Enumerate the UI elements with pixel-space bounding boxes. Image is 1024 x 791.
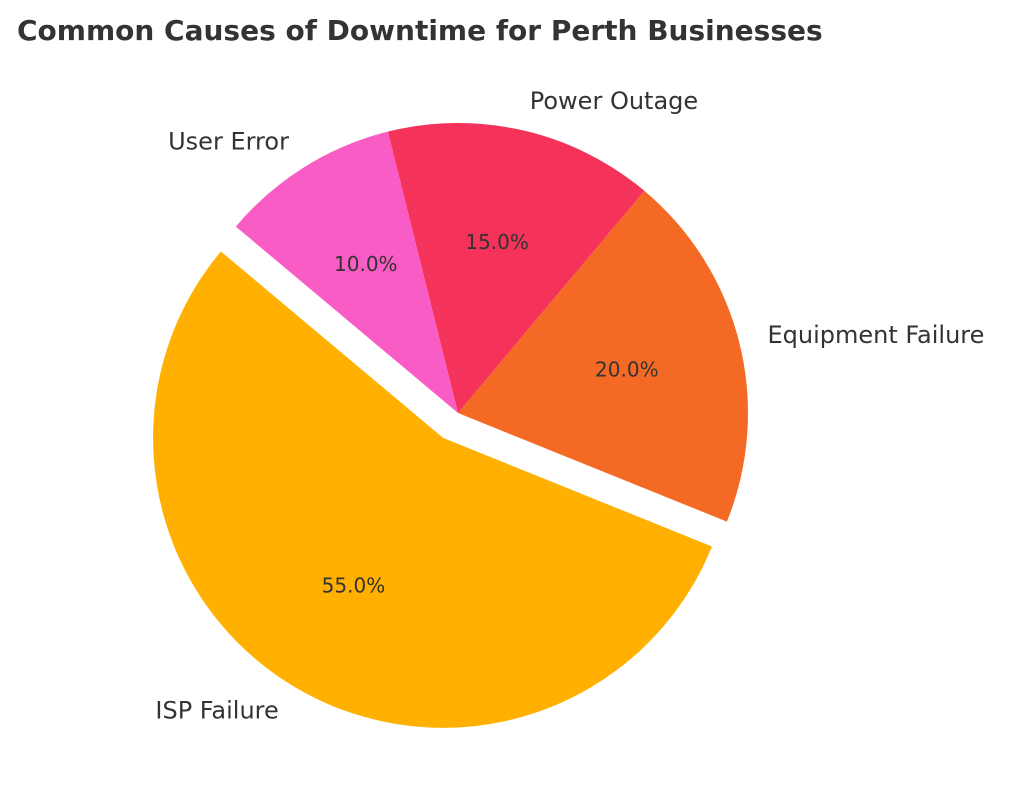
pie-slice (235, 131, 458, 413)
value-label: 55.0% (322, 574, 386, 598)
chart-title: Common Causes of Downtime for Perth Busi… (17, 14, 823, 47)
pie-slice (387, 122, 645, 413)
slice-label: Power Outage (530, 87, 698, 115)
value-label: 15.0% (465, 230, 529, 254)
slice-label: User Error (168, 127, 289, 155)
pie-slice (153, 251, 712, 728)
value-label: 20.0% (595, 357, 659, 381)
slice-label: ISP Failure (155, 696, 278, 724)
slice-label: Equipment Failure (768, 321, 985, 349)
pie-slice (458, 190, 748, 522)
value-label: 10.0% (334, 252, 398, 276)
